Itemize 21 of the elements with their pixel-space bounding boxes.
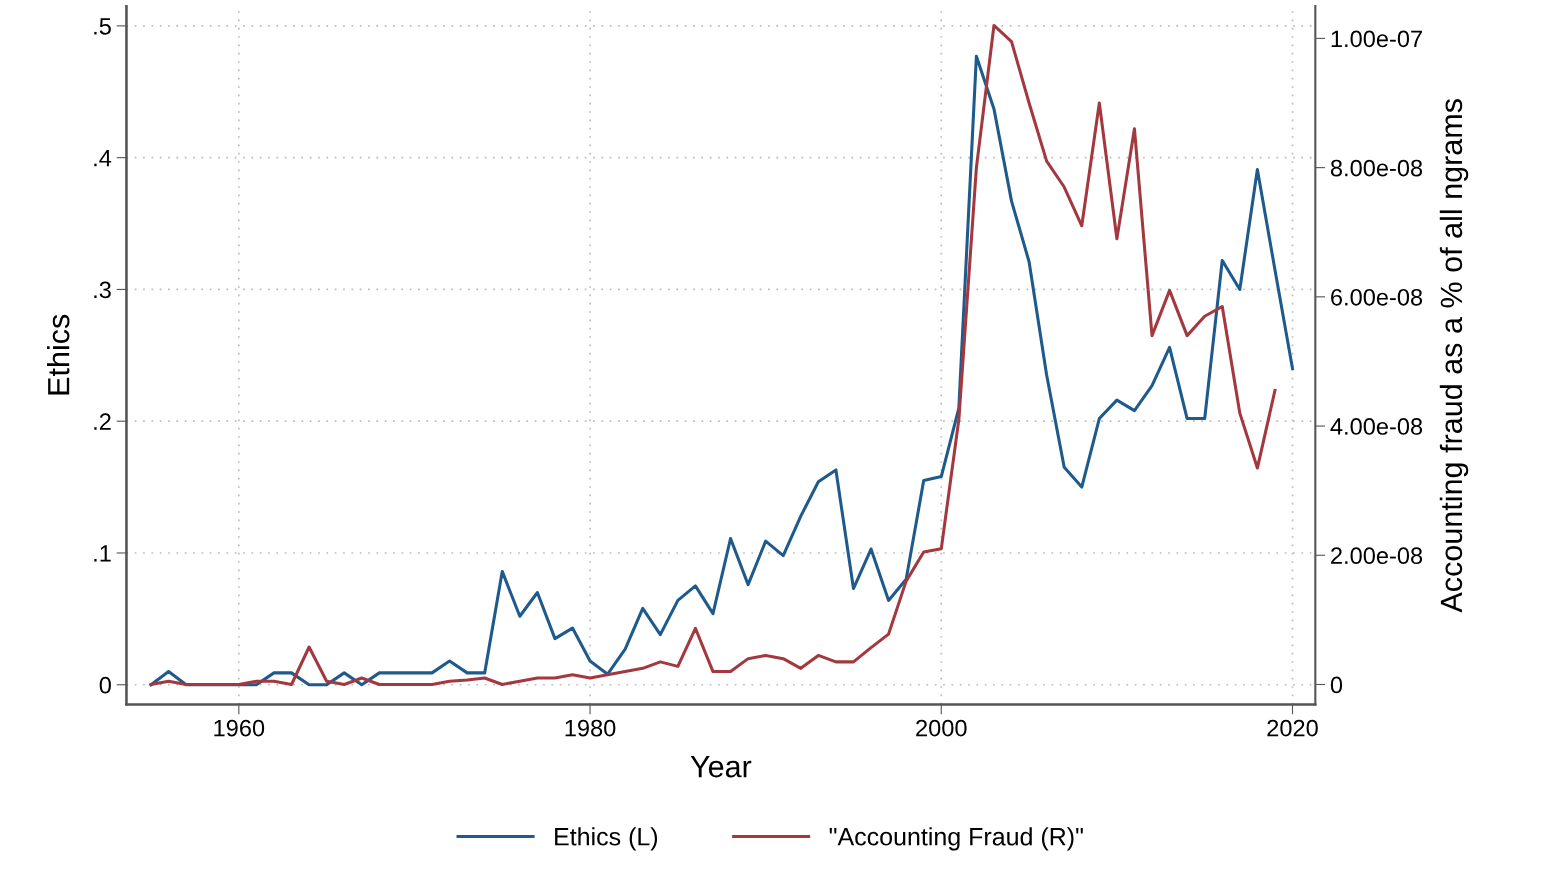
y-tick-label: 0 <box>99 676 111 694</box>
y-axis-title: Ethics <box>47 314 70 395</box>
x-tick-label: 1980 <box>565 719 616 737</box>
y2-tick-label: 8.00e-08 <box>1330 159 1423 177</box>
y2-tick-label: 0 <box>1330 676 1343 694</box>
y2-tick-label: 2.00e-08 <box>1331 547 1423 565</box>
y2-tick-label: 4.00e-08 <box>1330 418 1423 435</box>
x-axis-title: Year <box>690 756 752 778</box>
y-tick-label: .4 <box>94 149 112 167</box>
y-tick-label: .3 <box>94 281 111 299</box>
y-tick-label: .5 <box>94 18 111 35</box>
x-tick-label: 2020 <box>1267 719 1318 737</box>
y-tick-label: .2 <box>94 413 111 430</box>
legend-label: "Accounting Fraud (R)" <box>829 827 1083 851</box>
y-tick-label: .1 <box>94 545 111 562</box>
x-tick-label: 2000 <box>916 719 967 737</box>
y2-axis-title: Accounting fraud as a % of all ngrams <box>1439 99 1469 613</box>
x-tick-label: 1960 <box>214 719 265 737</box>
y2-tick-label: 6.00e-08 <box>1331 288 1423 306</box>
legend-label: Ethics (L) <box>555 827 658 851</box>
y2-tick-label: 1.00e-07 <box>1331 30 1422 48</box>
